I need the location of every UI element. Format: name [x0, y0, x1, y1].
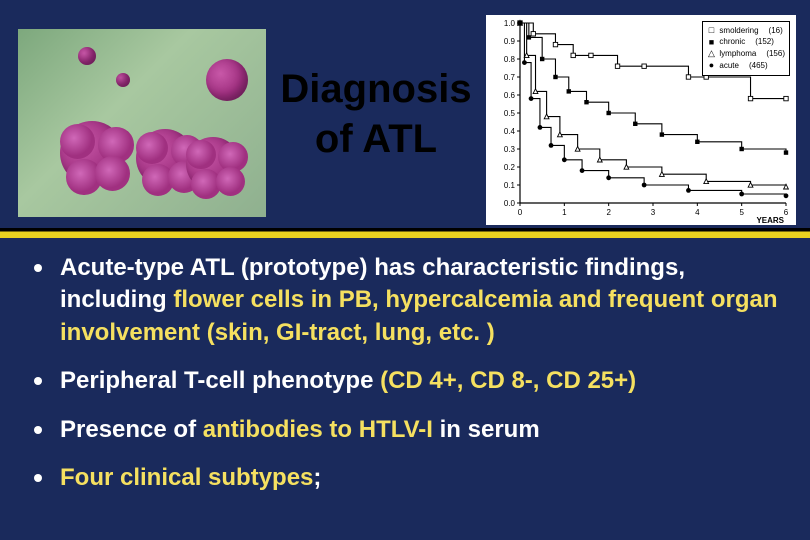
svg-text:0.8: 0.8 — [504, 55, 516, 64]
svg-text:3: 3 — [651, 208, 656, 217]
svg-text:1: 1 — [562, 208, 567, 217]
svg-text:0.9: 0.9 — [504, 37, 516, 46]
svg-text:0.6: 0.6 — [504, 91, 516, 100]
bullet-dot — [34, 426, 42, 434]
cell-shape — [186, 137, 240, 191]
bullet-dot — [34, 264, 42, 272]
legend-row: ●acute(465) — [707, 60, 785, 72]
flower-cells-micrograph — [18, 29, 266, 217]
title-block: Diagnosis of ATL — [266, 64, 486, 164]
bullet-text: Acute-type ATL (prototype) has character… — [60, 252, 780, 349]
legend-row: △lymphoma(156) — [707, 48, 785, 60]
svg-text:4: 4 — [695, 208, 700, 217]
bullet-dot — [34, 377, 42, 385]
svg-text:0.2: 0.2 — [504, 163, 516, 172]
svg-text:0.7: 0.7 — [504, 73, 516, 82]
svg-text:2: 2 — [606, 208, 611, 217]
cell-shape — [206, 59, 248, 101]
svg-text:0: 0 — [518, 208, 523, 217]
bullet-dot — [34, 474, 42, 482]
header-row: Diagnosis of ATL 0.00.10.20.30.40.50.60.… — [0, 0, 810, 228]
svg-text:0.1: 0.1 — [504, 181, 516, 190]
svg-text:0.4: 0.4 — [504, 127, 516, 136]
bullet-text: Four clinical subtypes; — [60, 462, 780, 494]
cell-shape — [60, 121, 124, 185]
bullet-text: Peripheral T-cell phenotype (CD 4+, CD 8… — [60, 365, 780, 397]
bullet-text: Presence of antibodies to HTLV-I in seru… — [60, 414, 780, 446]
svg-text:6: 6 — [784, 208, 789, 217]
svg-text:0.3: 0.3 — [504, 145, 516, 154]
svg-text:YEARS: YEARS — [756, 216, 784, 225]
svg-text:1.0: 1.0 — [504, 19, 516, 28]
bullet-item: Presence of antibodies to HTLV-I in seru… — [30, 414, 780, 446]
bullet-item: Four clinical subtypes; — [30, 462, 780, 494]
divider-bar — [0, 228, 810, 238]
survival-curve-chart: 0.0 0.1 0.2 0.3 0.4 0.5 0.6 0.7 0.8 0.9 1.0 0 1 2 3 4 5 6… — [486, 15, 796, 225]
cell-shape — [78, 47, 96, 65]
legend-row: ■chronic(152) — [707, 37, 785, 49]
bullet-list: Acute-type ATL (prototype) has character… — [0, 238, 810, 494]
title-line-1: Diagnosis — [276, 64, 476, 114]
bullet-item: Acute-type ATL (prototype) has character… — [30, 252, 780, 349]
cell-shape — [116, 73, 130, 87]
cell-shape — [136, 129, 194, 187]
title-line-2: of ATL — [276, 114, 476, 164]
svg-text:0.5: 0.5 — [504, 109, 516, 118]
legend-row: □smoldering(16) — [707, 25, 785, 37]
bullet-item: Peripheral T-cell phenotype (CD 4+, CD 8… — [30, 365, 780, 397]
svg-text:5: 5 — [739, 208, 744, 217]
chart-legend: □smoldering(16)■chronic(152)△lymphoma(15… — [702, 21, 790, 76]
svg-text:0.0: 0.0 — [504, 199, 516, 208]
